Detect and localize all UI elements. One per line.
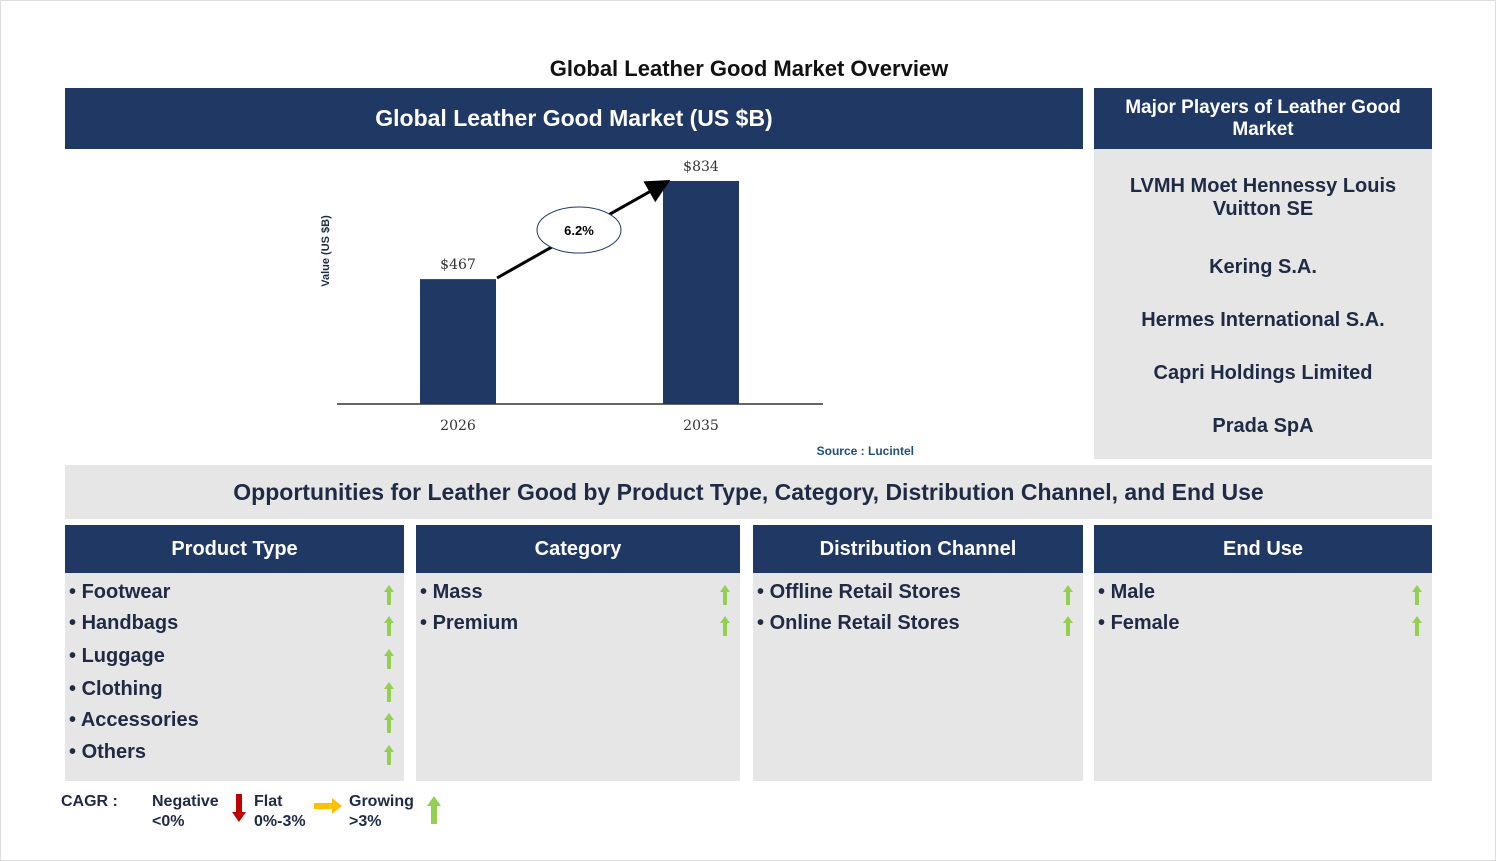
legend-negative: Negative <0% (152, 792, 219, 832)
segment-item-label: Offline Retail Stores (769, 581, 961, 603)
up-arrow-icon (720, 585, 730, 605)
y-axis-label: Value (US $B) (320, 215, 332, 287)
players-list: LVMH Moet Hennessy Louis Vuitton SE Keri… (1094, 149, 1432, 459)
segment-item-label: Others (81, 741, 147, 763)
segment-item-label: Footwear (81, 581, 171, 603)
up-arrow-icon (1063, 585, 1073, 605)
segment-list: • Male • Female (1094, 573, 1432, 781)
segment-header: Distribution Channel (753, 525, 1083, 573)
legend-negative-range: <0% (152, 813, 185, 830)
bar-2035 (663, 181, 739, 404)
up-arrow-icon (1412, 616, 1422, 636)
segment-list: • Footwear • Handbags • Luggage • Clothing •… (65, 573, 404, 781)
legend-flat: Flat 0%-3% (254, 792, 306, 832)
cagr-bubble (536, 206, 622, 254)
bar-chart: Value (US $B) $467 2026 $834 2035 6.2% Sour… (320, 159, 914, 458)
player-item: LVMH Moet Hennessy Louis Vuitton SE (1129, 175, 1397, 220)
segment-list: • Offline Retail Stores • Online Retail S… (753, 573, 1083, 781)
segment-item-label: Online Retail Stores (769, 612, 960, 634)
player-item: Prada SpA (1212, 415, 1314, 437)
segment-item-label: Mass (432, 581, 483, 603)
players-title: Major Players of Leather Good Market (1094, 88, 1432, 149)
up-arrow-icon (384, 682, 394, 702)
segment-item-label: Luggage (81, 645, 165, 667)
segment-item: • Accessories (69, 709, 199, 731)
segment-list: • Mass • Premium (416, 573, 740, 781)
cagr-label: 6.2% (564, 223, 594, 238)
data-label: $467 (440, 257, 476, 273)
opportunities-title: Opportunities for Leather Good by Produc… (65, 465, 1432, 519)
up-arrow-icon (384, 616, 394, 636)
up-arrow-icon (384, 585, 394, 605)
player-item: Hermes International S.A. (1141, 309, 1385, 331)
segment-item-label: Male (1110, 581, 1156, 603)
up-arrow-icon (1063, 616, 1073, 636)
segment-item: • Clothing (69, 678, 163, 700)
segment-item: • Handbags (69, 612, 179, 634)
source-label: Source : Lucintel (817, 444, 914, 458)
x-tick-label: 2026 (440, 418, 476, 434)
segment-item-label: Clothing (81, 678, 163, 700)
legend-growing-label: Growing (349, 793, 414, 810)
segment-item: • Others (69, 741, 147, 763)
page-title: Global Leather Good Market Overview (549, 56, 949, 81)
up-arrow-icon (1412, 585, 1422, 605)
up-arrow-icon (427, 796, 441, 824)
legend-flat-label: Flat (254, 793, 283, 810)
player-item: Kering S.A. (1209, 256, 1317, 278)
bar-2026 (420, 279, 496, 404)
down-arrow-icon (232, 794, 246, 822)
x-tick-label: 2035 (683, 418, 719, 434)
player-item: Capri Holdings Limited (1153, 362, 1373, 384)
segment-header: Category (416, 525, 740, 573)
segment-item: • Footwear (69, 581, 171, 603)
data-label: $834 (683, 159, 719, 175)
segment-item: • Online Retail Stores (757, 612, 960, 634)
right-arrow-icon (314, 798, 342, 814)
segment-item: • Premium (420, 612, 519, 634)
legend-growing-range: >3% (349, 813, 382, 830)
segment-item-label: Female (1110, 612, 1180, 634)
segment-item-label: Premium (432, 612, 519, 634)
segment-item: • Female (1098, 612, 1180, 634)
up-arrow-icon (384, 745, 394, 765)
up-arrow-icon (384, 649, 394, 669)
legend-flat-range: 0%-3% (254, 813, 306, 830)
segment-item: • Male (1098, 581, 1156, 603)
segment-header: Product Type (65, 525, 404, 573)
chart-panel-title: Global Leather Good Market (US $B) (65, 88, 1083, 149)
up-arrow-icon (384, 713, 394, 733)
legend-negative-label: Negative (152, 793, 219, 810)
segment-item-label: Accessories (80, 709, 199, 731)
legend-growing: Growing >3% (349, 792, 414, 832)
segment-item-label: Handbags (81, 612, 179, 634)
segment-item: • Offline Retail Stores (757, 581, 961, 603)
segment-item: • Mass (420, 581, 483, 603)
legend-label: CAGR : (61, 793, 118, 810)
up-arrow-icon (720, 616, 730, 636)
segment-header: End Use (1094, 525, 1432, 573)
segment-item: • Luggage (69, 645, 165, 667)
